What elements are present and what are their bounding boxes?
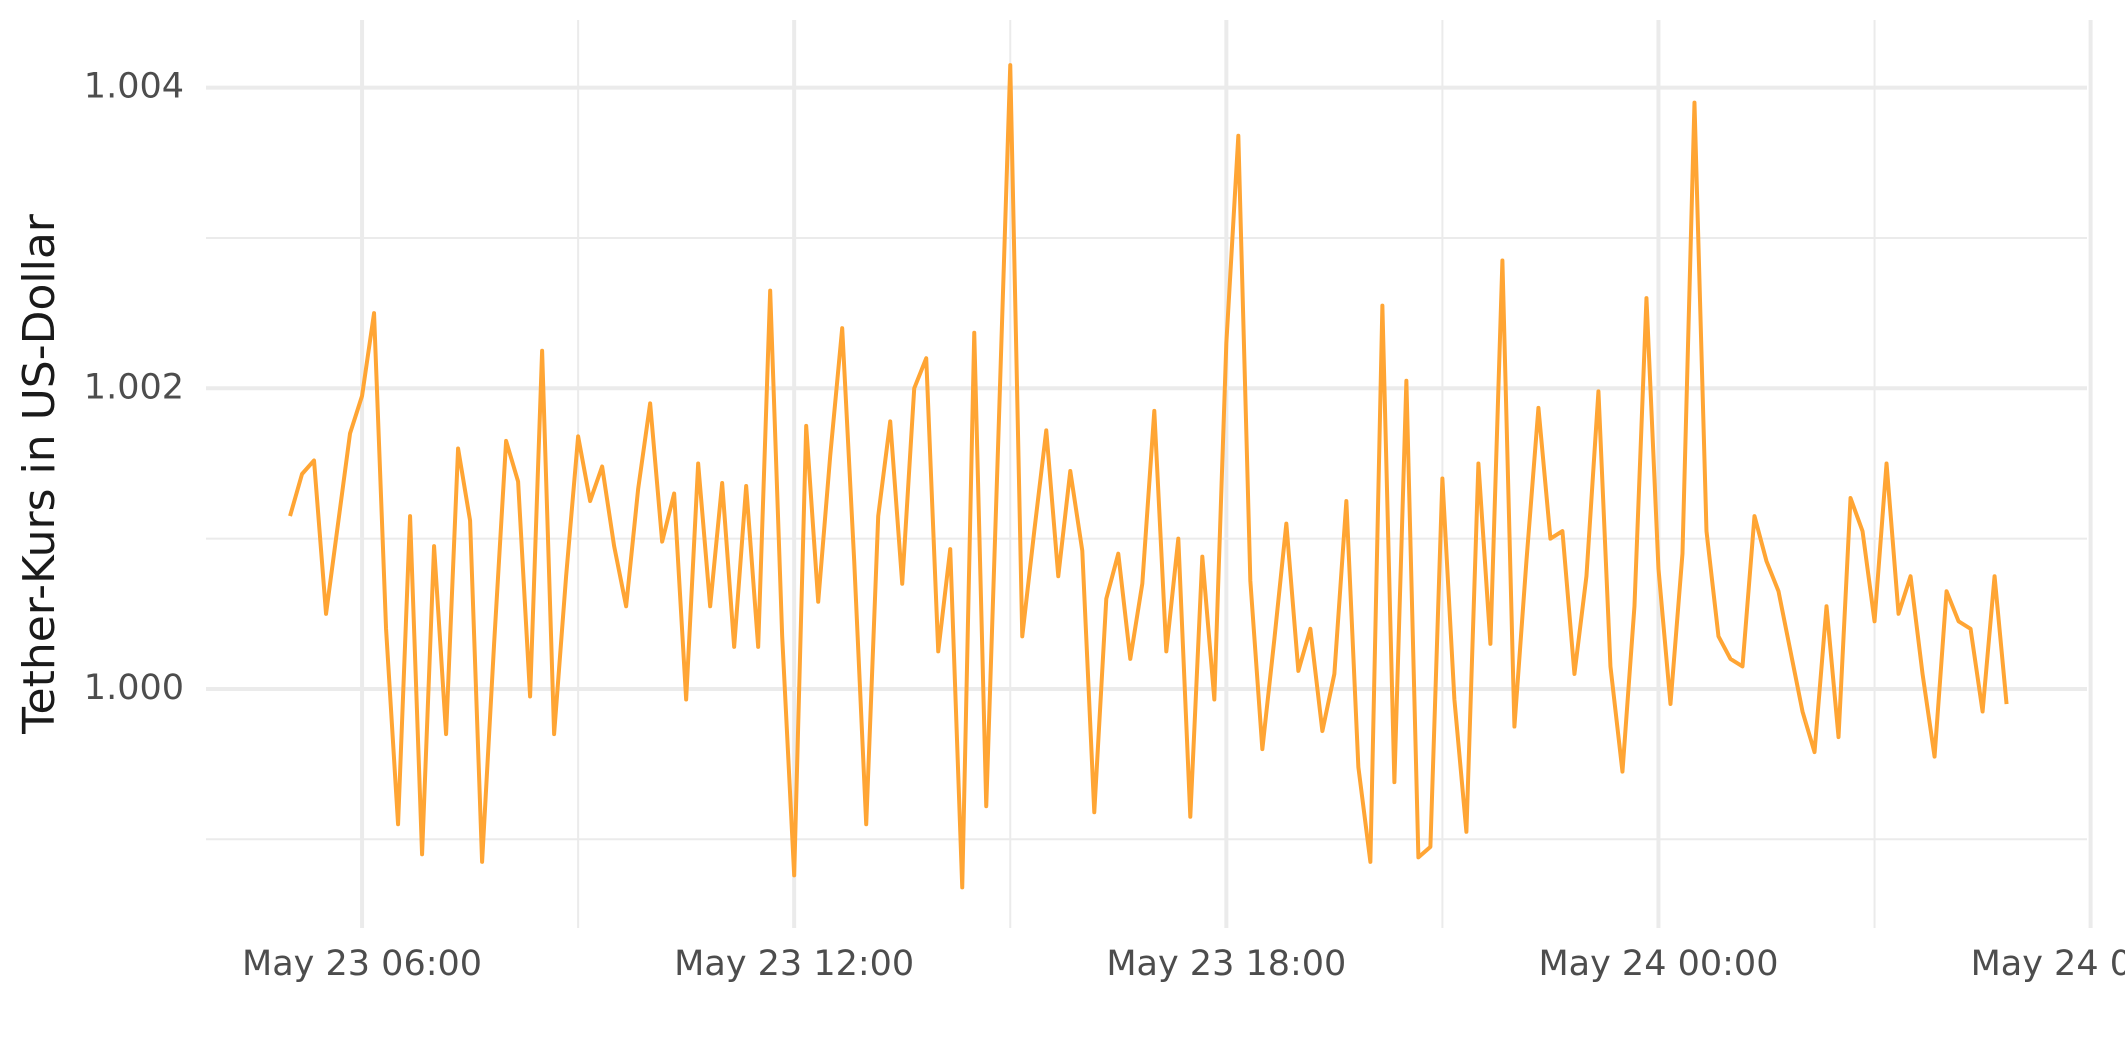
y-tick-label: 1.000 [84,668,184,708]
x-tick-label: May 23 18:00 [1106,944,1346,984]
x-tick-label: May 24 00:00 [1538,944,1778,984]
y-tick-label: 1.004 [84,67,184,107]
x-tick-label: May 23 06:00 [242,944,482,984]
x-tick-label: May 23 12:00 [674,944,914,984]
x-tick-label: May 24 06:00 [1971,944,2125,984]
y-tick-label: 1.002 [84,367,184,407]
y-axis-title: Tether-Kurs in US-Dollar [14,213,65,735]
price-line [288,63,2009,890]
